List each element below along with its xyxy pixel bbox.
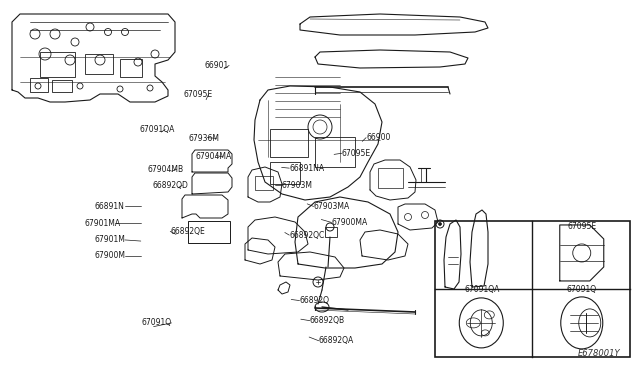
Bar: [435, 221, 630, 357]
Text: 66892QD: 66892QD: [152, 181, 188, 190]
Bar: [52, 80, 72, 92]
Bar: [270, 162, 300, 184]
Text: 67900M: 67900M: [95, 251, 125, 260]
Bar: [85, 54, 113, 74]
Text: 66892QE: 66892QE: [170, 227, 205, 236]
Text: 67904MB: 67904MB: [147, 165, 183, 174]
Text: 66892QB: 66892QB: [310, 316, 345, 325]
Text: 67095E: 67095E: [567, 222, 596, 231]
Text: 66892QA: 66892QA: [319, 336, 354, 345]
Bar: [378, 168, 403, 188]
Text: 67903MA: 67903MA: [314, 202, 350, 211]
Bar: [255, 176, 273, 190]
Text: 67091Q: 67091Q: [566, 285, 597, 294]
Bar: [315, 137, 355, 167]
Bar: [325, 227, 337, 237]
Text: 67900MA: 67900MA: [332, 218, 368, 227]
Text: 67091QA: 67091QA: [140, 125, 175, 134]
Text: 66892QC: 66892QC: [289, 231, 324, 240]
Bar: [120, 59, 142, 77]
Text: 66900: 66900: [366, 133, 390, 142]
Text: 67903M: 67903M: [282, 181, 312, 190]
Text: 66891N: 66891N: [95, 202, 125, 211]
Bar: [188, 221, 230, 243]
Text: 67904MA: 67904MA: [196, 153, 232, 161]
Text: 67095E: 67095E: [183, 90, 212, 99]
Text: 67901M: 67901M: [95, 235, 125, 244]
Bar: [40, 52, 75, 77]
Text: 67901MA: 67901MA: [84, 219, 120, 228]
Text: E678001Y: E678001Y: [577, 349, 620, 358]
Bar: [30, 78, 48, 92]
Text: 67091QA: 67091QA: [465, 285, 500, 294]
Text: 66901: 66901: [205, 61, 229, 70]
Text: 66891NA: 66891NA: [289, 164, 324, 173]
Text: 66892Q: 66892Q: [300, 296, 330, 305]
Bar: [270, 129, 308, 157]
Circle shape: [438, 222, 442, 225]
Text: 67936M: 67936M: [188, 134, 219, 143]
Text: 67091Q: 67091Q: [141, 318, 172, 327]
Text: 67095E: 67095E: [342, 149, 371, 158]
